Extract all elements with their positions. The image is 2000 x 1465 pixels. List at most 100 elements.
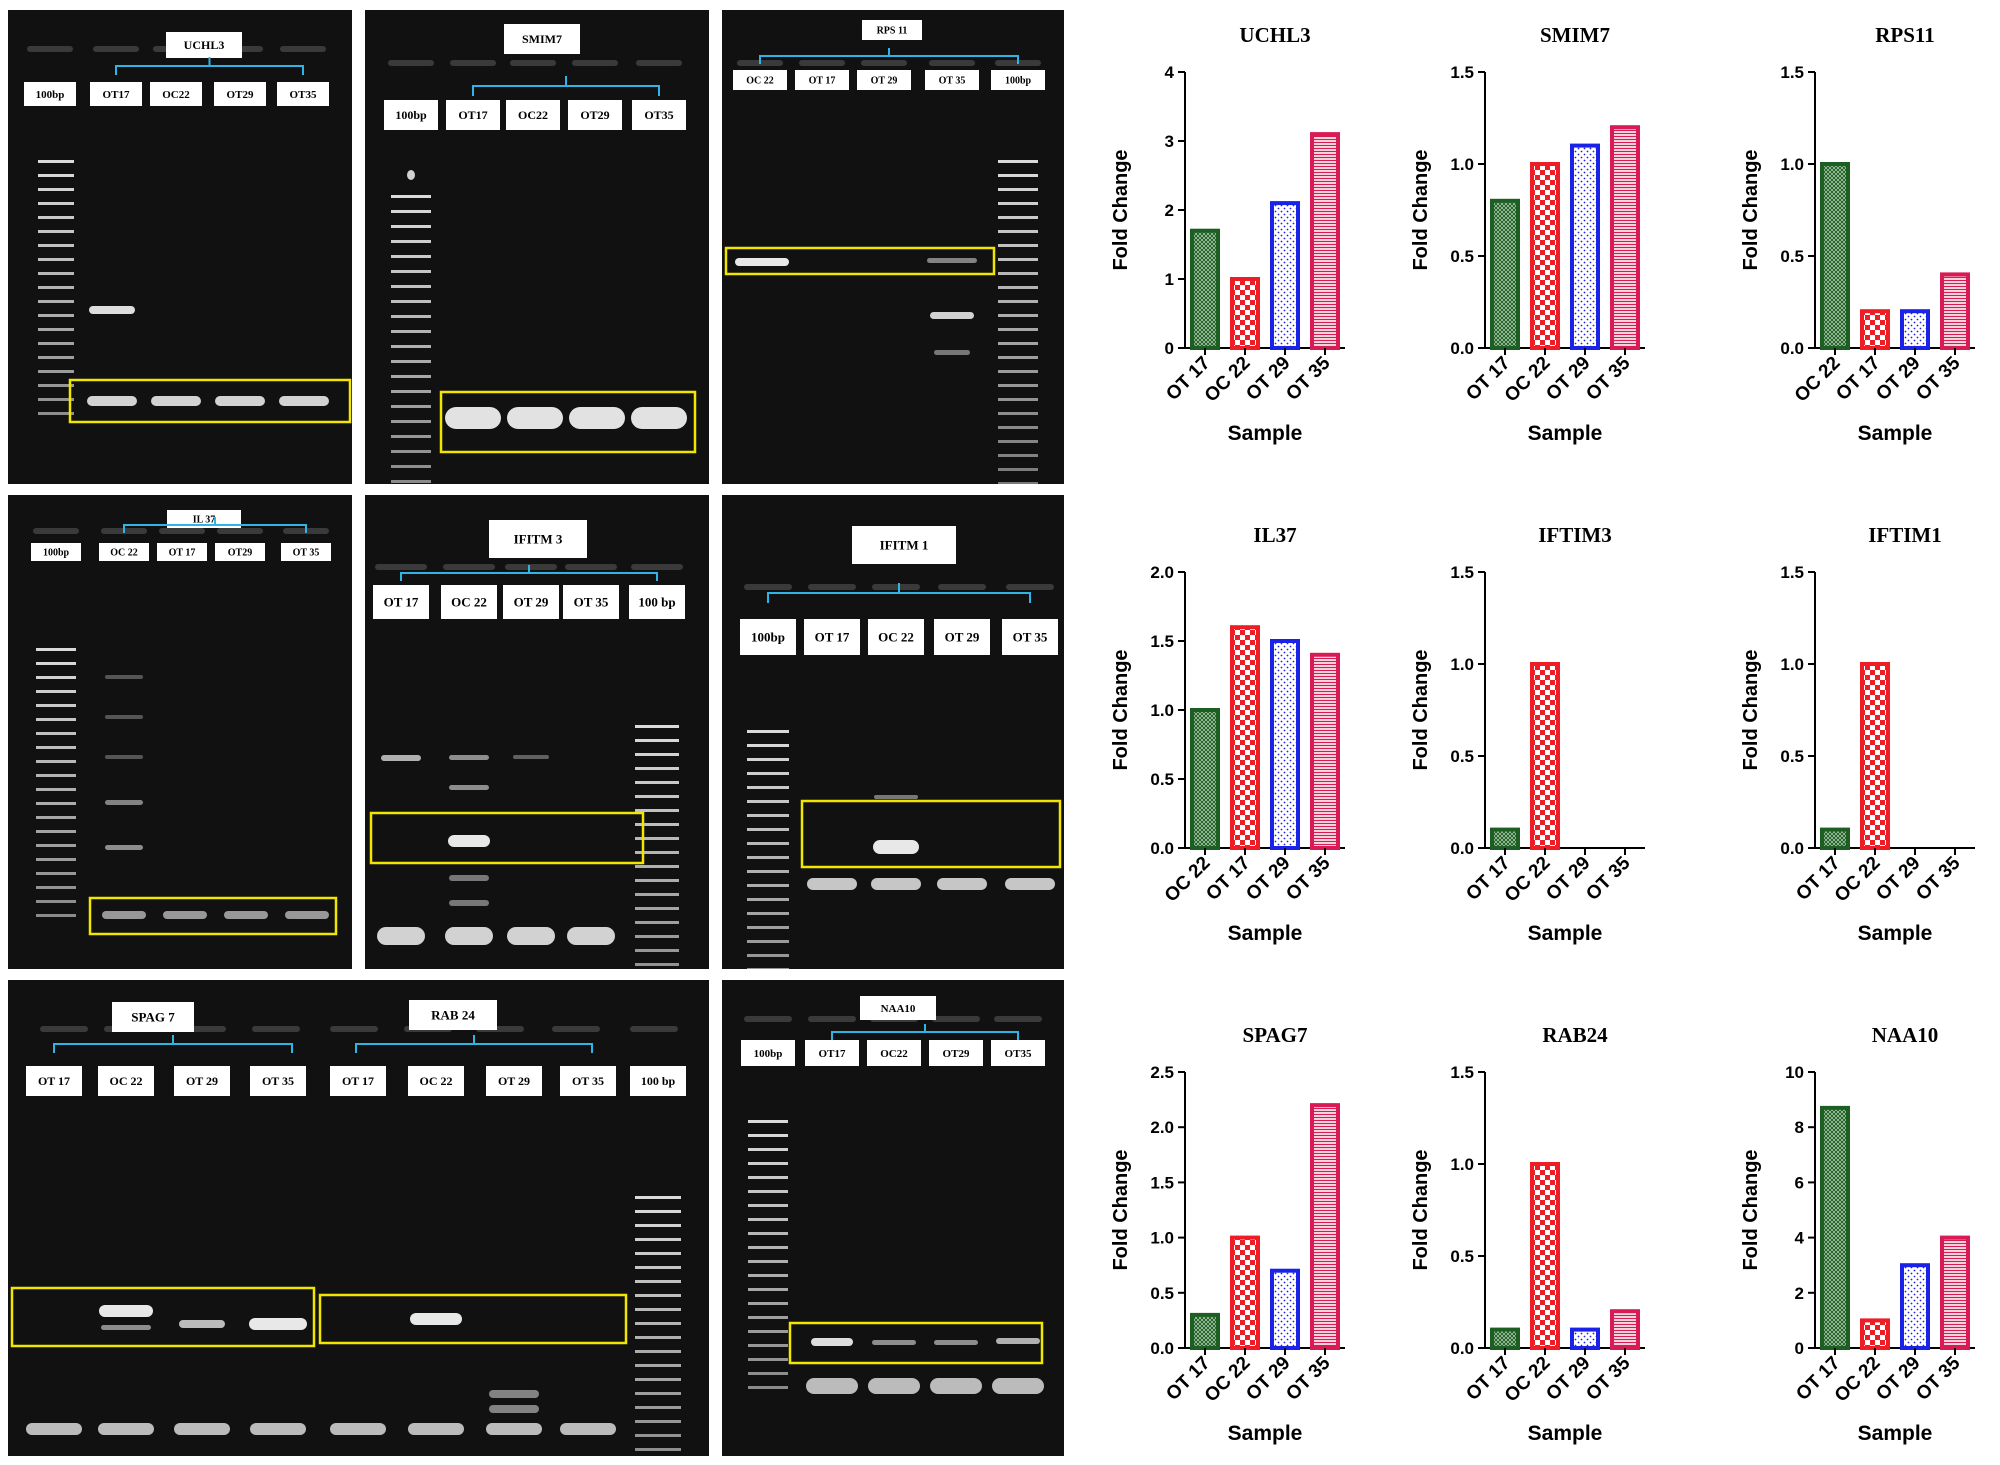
y-tick-label: 0.5 bbox=[1780, 247, 1804, 266]
lane-label: OT 17 bbox=[342, 1074, 374, 1088]
gel-well bbox=[636, 60, 682, 66]
y-tick-label: 2.0 bbox=[1150, 563, 1174, 582]
ladder-band bbox=[747, 940, 789, 943]
dna-band bbox=[449, 900, 489, 906]
x-tick-label: OT 29 bbox=[1872, 853, 1924, 905]
y-axis-label: Fold Change bbox=[1110, 149, 1132, 270]
gel-panel-rps11: RPS 11 OC 22 OT 17 OT 29 OT 35 100bp bbox=[722, 10, 1064, 484]
y-tick-label: 1.5 bbox=[1780, 63, 1804, 82]
lane-label-box bbox=[441, 585, 497, 619]
dna-band bbox=[163, 911, 207, 919]
ladder-band bbox=[635, 739, 679, 742]
lane-label-box bbox=[1002, 619, 1058, 655]
y-axis-label: Fold Change bbox=[1410, 149, 1432, 270]
ladder-band bbox=[36, 746, 76, 749]
lane-label-box bbox=[150, 82, 202, 106]
ladder-band bbox=[747, 744, 789, 747]
y-tick-label: 3 bbox=[1165, 132, 1174, 151]
ladder-band bbox=[36, 858, 76, 861]
bar bbox=[1610, 1309, 1640, 1350]
y-tick-label: 0 bbox=[1795, 1339, 1804, 1358]
highlight-box bbox=[800, 799, 1062, 869]
chart-title: IFTIM3 bbox=[1538, 523, 1612, 547]
ladder-band bbox=[998, 216, 1038, 219]
dna-band bbox=[868, 1378, 920, 1394]
gel-title-box bbox=[862, 20, 922, 40]
ladder-band bbox=[998, 328, 1038, 331]
gel-well bbox=[159, 528, 205, 534]
ladder-band bbox=[635, 781, 679, 784]
gel-well bbox=[33, 528, 79, 534]
gel-well bbox=[510, 60, 556, 66]
ladder-band bbox=[635, 1448, 681, 1451]
bar bbox=[1940, 272, 1970, 350]
ladder-band bbox=[635, 795, 679, 798]
gel-well bbox=[572, 60, 618, 66]
ladder-band bbox=[391, 315, 431, 318]
dna-band bbox=[105, 800, 143, 805]
ladder-band bbox=[747, 968, 789, 969]
ladder-band bbox=[391, 450, 431, 453]
x-tick-label: OT 29 bbox=[1242, 1353, 1294, 1405]
lane-label: OT 35 bbox=[262, 1074, 294, 1088]
ladder-band bbox=[36, 774, 76, 777]
ladder-band bbox=[998, 188, 1038, 191]
bar bbox=[1230, 1235, 1260, 1350]
x-tick-label: OC 22 bbox=[1501, 353, 1555, 407]
ladder-band bbox=[747, 800, 789, 803]
ladder-band bbox=[998, 370, 1038, 373]
ladder-band bbox=[36, 830, 76, 833]
ladder-band bbox=[38, 412, 74, 415]
ladder-band bbox=[36, 662, 76, 665]
dna-band bbox=[179, 1320, 225, 1328]
gel-well bbox=[40, 1026, 88, 1032]
dna-band bbox=[410, 1313, 462, 1325]
x-tick-label: OC 22 bbox=[1201, 353, 1255, 407]
x-tick-label: OT 29 bbox=[1542, 853, 1594, 905]
ladder-band bbox=[748, 1190, 788, 1193]
y-tick-label: 4 bbox=[1165, 63, 1175, 82]
dna-band bbox=[872, 1340, 916, 1345]
gel-well bbox=[631, 564, 683, 570]
lane-label-box bbox=[250, 1066, 306, 1096]
lane-label-box bbox=[157, 543, 207, 561]
dna-band bbox=[105, 715, 143, 719]
dna-band bbox=[381, 755, 421, 761]
lane-label-box bbox=[795, 70, 849, 90]
ladder-band bbox=[748, 1302, 788, 1305]
ladder-band bbox=[38, 370, 74, 373]
bar bbox=[1190, 1312, 1220, 1351]
gel-title-box bbox=[489, 520, 587, 558]
ladder-band bbox=[391, 300, 431, 303]
lane-label: 100 bp bbox=[638, 595, 675, 610]
y-tick-label: 0.0 bbox=[1150, 1339, 1174, 1358]
highlight-box bbox=[788, 1321, 1044, 1365]
lane-label-box bbox=[503, 585, 559, 619]
lane-label: OC 22 bbox=[110, 1074, 143, 1088]
chart-title: IFTIM1 bbox=[1868, 523, 1942, 547]
gel-panel-iftim1: IFITM 1 100bp OT 17 OC 22 OT 29 OT 35 bbox=[722, 495, 1064, 969]
lane-label-box bbox=[373, 585, 429, 619]
dna-band bbox=[151, 396, 201, 406]
chart-title: RAB24 bbox=[1542, 1023, 1608, 1047]
ladder-band bbox=[748, 1232, 788, 1235]
ladder-band bbox=[635, 1252, 681, 1255]
y-tick-label: 6 bbox=[1795, 1173, 1804, 1192]
lane-label: OC 22 bbox=[878, 630, 914, 645]
lane-label-box bbox=[929, 1040, 983, 1066]
ladder-band bbox=[391, 360, 431, 363]
dna-band bbox=[224, 911, 268, 919]
gel-panel-spag7-rab24: SPAG 7 RAB 24 OT 17 OC 22 OT 29 OT 35 OT 17 OC … bbox=[8, 980, 709, 1456]
chart-title: SPAG7 bbox=[1243, 1023, 1308, 1047]
gel-well bbox=[744, 584, 792, 590]
y-tick-label: 10 bbox=[1785, 1063, 1804, 1082]
ladder-band bbox=[36, 914, 76, 917]
gel-panel-naa10: NAA10 100bp OT17 OC22 OT29 OT35 bbox=[722, 980, 1064, 1456]
y-axis-label: Fold Change bbox=[1740, 149, 1762, 270]
dna-band bbox=[807, 878, 857, 890]
y-tick-label: 1.0 bbox=[1450, 1155, 1474, 1174]
y-axis-label: Fold Change bbox=[1110, 1149, 1132, 1270]
y-tick-label: 1.0 bbox=[1150, 1229, 1174, 1248]
